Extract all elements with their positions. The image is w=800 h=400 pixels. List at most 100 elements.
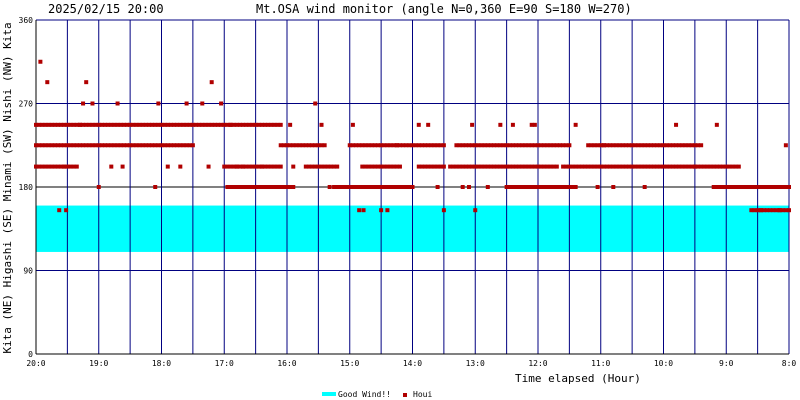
houi-point <box>168 143 173 148</box>
houi-point <box>611 164 616 169</box>
houi-point <box>746 185 751 189</box>
houi-point <box>410 143 415 148</box>
houi-point <box>542 185 547 189</box>
houi-point <box>109 143 114 148</box>
houi-point <box>696 143 701 148</box>
houi-point <box>379 208 384 213</box>
houi-point <box>256 122 261 127</box>
houi-point <box>335 164 340 169</box>
houi-point <box>303 143 308 148</box>
houi-point <box>592 164 597 169</box>
houi-point <box>209 80 214 85</box>
houi-point <box>426 122 431 127</box>
houi-point <box>360 143 365 148</box>
houi-point <box>143 122 148 127</box>
houi-point <box>702 164 707 169</box>
houi-point <box>156 143 161 148</box>
houi-point <box>501 143 506 148</box>
houi-point <box>106 122 111 127</box>
houi-point <box>407 185 412 189</box>
houi-point <box>237 122 242 127</box>
houi-point <box>52 122 57 127</box>
houi-point <box>416 143 421 148</box>
houi-point <box>231 164 236 169</box>
houi-point <box>498 122 503 127</box>
houi-point <box>551 143 556 148</box>
houi-point <box>714 185 719 189</box>
houi-point <box>768 185 773 189</box>
houi-point <box>90 122 95 127</box>
y-tick-label: 0 <box>28 350 33 359</box>
houi-point <box>159 143 164 148</box>
x-axis-label: Time elapsed (Hour) <box>515 372 641 385</box>
houi-point <box>539 143 544 148</box>
houi-point <box>532 143 537 148</box>
houi-point <box>184 101 189 106</box>
houi-point <box>626 164 631 169</box>
houi-point <box>617 143 622 148</box>
houi-point <box>360 164 365 169</box>
houi-point <box>382 143 387 148</box>
houi-point <box>206 122 211 127</box>
houi-point <box>752 185 757 189</box>
houi-point <box>256 185 261 189</box>
houi-point <box>203 122 208 127</box>
houi-point <box>369 143 374 148</box>
houi-point <box>137 122 142 127</box>
houi-point <box>46 122 51 127</box>
houi-point <box>523 164 528 169</box>
houi-point <box>71 122 76 127</box>
houi-point <box>234 185 239 189</box>
houi-point <box>576 164 581 169</box>
houi-point <box>488 164 493 169</box>
houi-point <box>385 164 390 169</box>
houi-point <box>103 143 108 148</box>
houi-point <box>382 185 387 189</box>
houi-point <box>677 143 682 148</box>
houi-point <box>121 122 126 127</box>
houi-point <box>288 185 293 189</box>
houi-point <box>187 143 192 148</box>
houi-point <box>215 122 220 127</box>
houi-point <box>526 143 531 148</box>
houi-point <box>140 143 145 148</box>
houi-point <box>724 185 729 189</box>
houi-point <box>81 101 86 106</box>
houi-point <box>667 164 672 169</box>
houi-point <box>438 164 443 169</box>
houi-point <box>194 122 199 127</box>
houi-point <box>178 122 183 127</box>
houi-point <box>724 164 729 169</box>
houi-point <box>360 185 365 189</box>
houi-point <box>485 164 490 169</box>
houi-point <box>595 143 600 148</box>
houi-point <box>548 185 553 189</box>
houi-point <box>344 185 349 189</box>
houi-point <box>501 164 506 169</box>
houi-point <box>65 143 70 148</box>
houi-point <box>520 164 525 169</box>
houi-point <box>711 164 716 169</box>
houi-point <box>124 122 129 127</box>
houi-point <box>485 143 490 148</box>
houi-point <box>648 164 653 169</box>
houi-point <box>275 185 280 189</box>
houi-point <box>335 185 340 189</box>
houi-point <box>172 122 177 127</box>
houi-point <box>74 143 79 148</box>
houi-point <box>545 185 550 189</box>
houi-point <box>52 143 57 148</box>
houi-point <box>388 143 393 148</box>
houi-point <box>674 143 679 148</box>
houi-point <box>460 164 465 169</box>
x-tick-label: 20:0 <box>26 359 45 368</box>
houi-point <box>306 164 311 169</box>
houi-point <box>272 164 277 169</box>
houi-point <box>466 164 471 169</box>
houi-point <box>244 164 249 169</box>
houi-point <box>674 122 679 127</box>
houi-point <box>536 143 540 148</box>
houi-point <box>165 143 170 148</box>
houi-point <box>96 185 101 189</box>
houi-point <box>595 185 600 189</box>
